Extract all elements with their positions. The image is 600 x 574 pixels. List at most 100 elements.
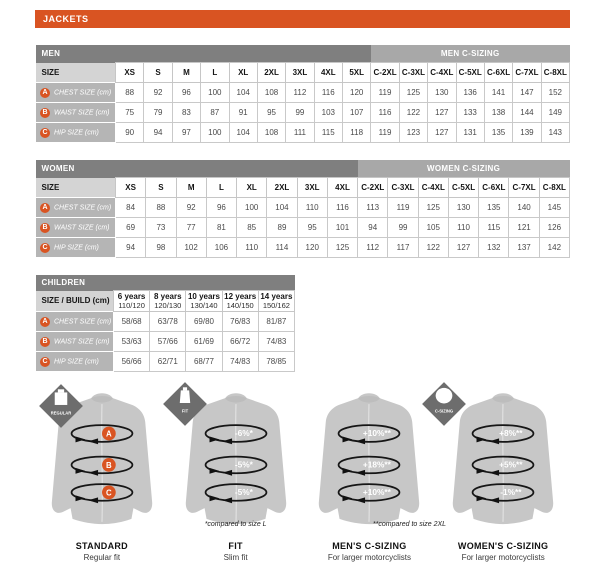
measurement-row-label: C HIP SIZE (cm) bbox=[35, 122, 116, 143]
size-column-header: M bbox=[171, 62, 202, 83]
size-column-header: L bbox=[205, 177, 238, 198]
ring-percent-label: -5%* bbox=[234, 459, 253, 469]
ring-percent-label: +18%** bbox=[363, 459, 392, 469]
measurement-value: 108 bbox=[256, 82, 287, 103]
measurement-row: B WAIST SIZE (cm) 75 79 83 87 91 95 99 103 107 116 1… bbox=[35, 102, 571, 123]
build-label: 130/140 bbox=[190, 301, 218, 310]
size-column-header: C-4XL bbox=[427, 62, 457, 83]
tape-arrow bbox=[88, 469, 98, 476]
badge-diamond bbox=[422, 382, 466, 426]
tape-arrow bbox=[88, 438, 98, 445]
measure-label: HIP SIZE (cm) bbox=[54, 358, 99, 365]
measurement-value: 92 bbox=[143, 82, 173, 103]
tape-arrow bbox=[209, 436, 219, 443]
measurement-row: A CHEST SIZE (cm) 84 88 92 96 100 104 110 116 113 1… bbox=[35, 197, 571, 218]
fit-card-mens-c-sizing: +10%** +18%** +10%** MEN'S C-SIZING For la… bbox=[303, 386, 437, 574]
men-sizing-table: MEN MEN C-SIZING SIZE XS S M L XL 2XL 3XL 4XL 5XL C-… bbox=[35, 45, 571, 143]
children-size-table: CHILDREN SIZE / BUILD (cm) 6 years 110/120 8… bbox=[35, 275, 570, 372]
size-column-header: 10 years 130/140 bbox=[185, 290, 223, 312]
fit-subtitle: Regular fit bbox=[83, 553, 121, 562]
measurement-value: 87 bbox=[200, 102, 230, 123]
size-column-header: 12 years 140/150 bbox=[221, 290, 259, 312]
fit-subtitle: For larger motorcyclists bbox=[461, 553, 545, 562]
measurement-row: A CHEST SIZE (cm) 88 92 96 100 104 108 112 116 120… bbox=[35, 82, 571, 103]
fit-footnote: *compared to size L bbox=[204, 521, 267, 528]
badge-diamond bbox=[39, 384, 83, 428]
measure-ring bbox=[70, 424, 134, 443]
tape-arrow bbox=[489, 497, 500, 504]
measure-key-badge bbox=[101, 485, 116, 500]
measurement-value: 107 bbox=[341, 102, 372, 123]
measurement-value: 139 bbox=[512, 122, 542, 143]
measurement-value: 96 bbox=[171, 82, 202, 103]
badge-label: REGULAR bbox=[51, 410, 72, 415]
measure-ring bbox=[471, 424, 535, 443]
tape-arrow bbox=[355, 438, 366, 445]
measure-label: WAIST SIZE (cm) bbox=[54, 224, 110, 231]
tape-arrow bbox=[489, 438, 500, 445]
measurement-value: 117 bbox=[387, 237, 419, 258]
measurement-value: 77 bbox=[175, 217, 207, 238]
measurement-value: 135 bbox=[483, 122, 514, 143]
measurement-value: 136 bbox=[455, 82, 485, 103]
measurement-row-label: C HIP SIZE (cm) bbox=[35, 237, 116, 258]
measure-label: CHEST SIZE (cm) bbox=[54, 204, 112, 211]
measurement-value: 115 bbox=[313, 122, 344, 143]
measurement-value: 147 bbox=[512, 82, 542, 103]
measure-key-badge: C bbox=[40, 242, 50, 253]
badge-label: FIT bbox=[182, 408, 189, 413]
size-column-header: C-7XL bbox=[508, 177, 540, 198]
measurement-value: 127 bbox=[427, 102, 457, 123]
children-sizing-table: CHILDREN SIZE / BUILD (cm) 6 years 110/120 8… bbox=[35, 275, 296, 372]
c-sizing-footnote: **compared to size 2XL bbox=[372, 521, 447, 528]
measurement-value: 126 bbox=[538, 217, 571, 238]
measurement-value: 130 bbox=[427, 82, 457, 103]
measurement-value: 57/66 bbox=[149, 331, 187, 352]
measurement-value: 116 bbox=[370, 102, 400, 123]
measure-label: HIP SIZE (cm) bbox=[54, 129, 99, 136]
measurement-value: 101 bbox=[326, 217, 359, 238]
measurement-row-label: A CHEST SIZE (cm) bbox=[35, 197, 116, 218]
size-column-header: 4XL bbox=[326, 177, 359, 198]
measurement-value: 89 bbox=[266, 217, 298, 238]
size-column-header: C-3XL bbox=[387, 177, 419, 198]
measurement-value: 127 bbox=[427, 122, 457, 143]
measurement-value: 122 bbox=[398, 102, 429, 123]
measurement-value: 100 bbox=[200, 82, 230, 103]
measurement-value: 125 bbox=[398, 82, 429, 103]
measure-label: CHEST SIZE (cm) bbox=[54, 318, 112, 325]
fit-subtitle: For larger motorcyclists bbox=[327, 553, 411, 562]
measurement-value: 120 bbox=[296, 237, 328, 258]
size-column-header: C-4XL bbox=[417, 177, 449, 198]
measurement-value: 90 bbox=[114, 122, 145, 143]
size-column-header: M bbox=[175, 177, 207, 198]
group-label: WOMEN bbox=[35, 160, 358, 178]
measurement-value: 81 bbox=[205, 217, 238, 238]
measurement-value: 97 bbox=[171, 122, 202, 143]
jacket-figure: +10%** +18%** +10%** bbox=[318, 392, 421, 525]
measurement-value: 137 bbox=[508, 237, 540, 258]
measurement-value: 104 bbox=[228, 122, 258, 143]
measurement-row-label: B WAIST SIZE (cm) bbox=[35, 217, 116, 238]
measure-ring bbox=[204, 455, 267, 475]
table-group-bar: WOMEN WOMEN C-SIZING bbox=[35, 160, 570, 178]
measurement-value: 141 bbox=[483, 82, 514, 103]
measurement-value: 102 bbox=[175, 237, 207, 258]
c-sizing-icon bbox=[435, 387, 453, 404]
size-column-header: C-2XL bbox=[357, 177, 389, 198]
ring-percent-label: -1%** bbox=[500, 487, 522, 497]
tape-arrow bbox=[342, 467, 353, 474]
measurement-value: 123 bbox=[398, 122, 429, 143]
tape-arrow bbox=[75, 436, 86, 443]
measurement-value: 119 bbox=[370, 122, 400, 143]
measure-key-badge: A bbox=[40, 87, 50, 98]
measurement-value: 99 bbox=[285, 102, 315, 123]
jacket-figure: +8%** +5%** -1%** bbox=[452, 392, 554, 525]
measurement-value: 62/71 bbox=[149, 351, 187, 372]
measure-key-badge: B bbox=[40, 336, 50, 347]
size-column-header: XS bbox=[114, 177, 147, 198]
measure-ring bbox=[204, 424, 267, 443]
fit-title: WOMEN'S C-SIZING bbox=[457, 541, 549, 551]
size-column-header: 8 years 120/130 bbox=[149, 290, 187, 312]
women-sizing-table: WOMEN WOMEN C-SIZING SIZE XS S M L XL 2XL 3XL 4XL C… bbox=[35, 160, 571, 258]
